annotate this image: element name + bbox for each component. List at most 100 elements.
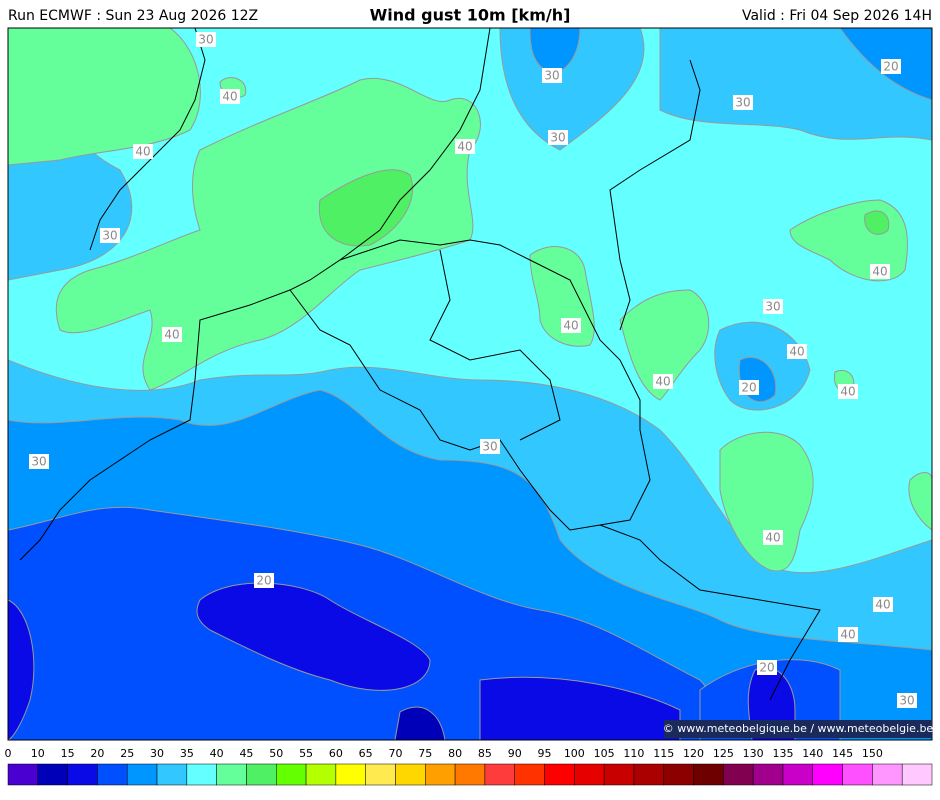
colorbar-label: 70 xyxy=(388,747,402,760)
colorbar-label: 35 xyxy=(180,747,194,760)
colorbar-label: 95 xyxy=(538,747,552,760)
contour-label: 30 xyxy=(899,694,914,708)
contour-label: 40 xyxy=(765,531,780,545)
copyright: © www.meteobelgique.be / www.meteobelgie… xyxy=(663,722,934,735)
colorbar-label: 85 xyxy=(478,747,492,760)
contour-label-box xyxy=(739,380,759,395)
contour-label-box xyxy=(897,693,917,708)
colorbar-box xyxy=(156,763,188,786)
colorbar-label: 0 xyxy=(5,747,12,760)
contour-label-box xyxy=(733,95,753,110)
colorbar-box xyxy=(454,763,486,786)
colorbar: 0 10 15 20 25 30 35 40 45 50 55 60 65 70 75 80 85 90 95 100… xyxy=(5,747,933,786)
contour-label-box xyxy=(162,327,182,342)
contour-label-box xyxy=(881,59,901,74)
contour-label-box xyxy=(653,374,673,389)
colorbar-box xyxy=(633,763,664,786)
contour-label-box xyxy=(196,32,216,47)
contour-label: 30 xyxy=(735,96,750,110)
contour-label-box xyxy=(254,573,274,588)
contour-label: 30 xyxy=(198,33,213,47)
colorbar-label: 45 xyxy=(239,747,253,760)
contour-label-box xyxy=(542,68,562,83)
colorbar-label: 50 xyxy=(269,747,283,760)
colorbar-box xyxy=(216,763,247,786)
colorbar-box xyxy=(335,763,366,786)
contour-label: 40 xyxy=(222,90,237,104)
contour-label: 20 xyxy=(883,60,898,74)
colorbar-label: 125 xyxy=(713,747,734,760)
colorbar-label: 30 xyxy=(150,747,164,760)
contour-label: 30 xyxy=(102,229,117,243)
colorbar-box xyxy=(97,763,128,786)
contour-label: 30 xyxy=(550,131,565,145)
colorbar-label: 115 xyxy=(653,747,674,760)
colorbar-label: 105 xyxy=(594,747,615,760)
colorbar-box xyxy=(425,763,456,786)
colorbar-box xyxy=(693,763,724,786)
colorbar-label: 110 xyxy=(623,747,644,760)
colorbar-label: 135 xyxy=(772,747,793,760)
colorbar-box xyxy=(246,763,277,786)
contour-label: 40 xyxy=(457,140,472,154)
colorbar-box xyxy=(276,763,307,786)
colorbar-box xyxy=(842,763,873,786)
colorbar-box xyxy=(603,763,635,786)
contour-label: 30 xyxy=(765,300,780,314)
colorbar-label: 80 xyxy=(448,747,462,760)
colorbar-label: 10 xyxy=(31,747,45,760)
colorbar-label: 40 xyxy=(210,747,224,760)
contour-label-box xyxy=(29,454,49,469)
map xyxy=(8,28,932,740)
colorbar-box xyxy=(782,763,814,786)
colorbar-box xyxy=(544,763,575,786)
colorbar-box xyxy=(663,763,694,786)
colorbar-label: 90 xyxy=(508,747,522,760)
contour-label: 40 xyxy=(840,628,855,642)
colorbar-label: 60 xyxy=(329,747,343,760)
contour-label-box xyxy=(873,597,893,612)
contour-label-box xyxy=(870,264,890,279)
colorbar-label: 75 xyxy=(418,747,432,760)
colorbar-box xyxy=(7,763,39,786)
colorbar-box xyxy=(901,763,933,786)
colorbar-label: 100 xyxy=(564,747,585,760)
contour-label-box xyxy=(561,318,581,333)
colorbar-label: 20 xyxy=(90,747,104,760)
colorbar-box xyxy=(514,763,545,786)
contour-label-box xyxy=(133,144,153,159)
colorbar-box xyxy=(67,763,98,786)
colorbar-box xyxy=(395,763,426,786)
colorbar-box xyxy=(872,763,903,786)
colorbar-box xyxy=(37,763,68,786)
contour-label-box xyxy=(480,439,500,454)
map-title: Wind gust 10m [km/h] xyxy=(370,6,571,25)
colorbar-label: 25 xyxy=(120,747,134,760)
contour-label: 40 xyxy=(840,385,855,399)
contour-label: 20 xyxy=(741,381,756,395)
contour-label: 40 xyxy=(789,345,804,359)
contour-label: 30 xyxy=(544,69,559,83)
valid-info: Valid : Fri 04 Sep 2026 14H xyxy=(742,8,932,24)
copyright-box xyxy=(664,720,932,738)
map-frame xyxy=(7,27,933,741)
contour-label: 40 xyxy=(655,375,670,389)
colorbar-label: 120 xyxy=(683,747,704,760)
colorbar-box xyxy=(126,763,158,786)
colorbar-label: 55 xyxy=(299,747,313,760)
contour-label: 40 xyxy=(872,265,887,279)
contour-label: 40 xyxy=(563,319,578,333)
colorbar-box xyxy=(752,763,784,786)
run-info: Run ECMWF : Sun 23 Aug 2026 12Z xyxy=(8,8,258,24)
colorbar-box xyxy=(812,763,843,786)
contour-label-box xyxy=(763,530,783,545)
colorbar-box xyxy=(723,763,754,786)
colorbar-label: 15 xyxy=(61,747,75,760)
contour-label-box xyxy=(220,89,240,104)
colorbar-box xyxy=(484,763,515,786)
contour-label-box xyxy=(100,228,120,243)
contour-label: 40 xyxy=(164,328,179,342)
contour-label: 30 xyxy=(482,440,497,454)
contour-label: 40 xyxy=(875,598,890,612)
